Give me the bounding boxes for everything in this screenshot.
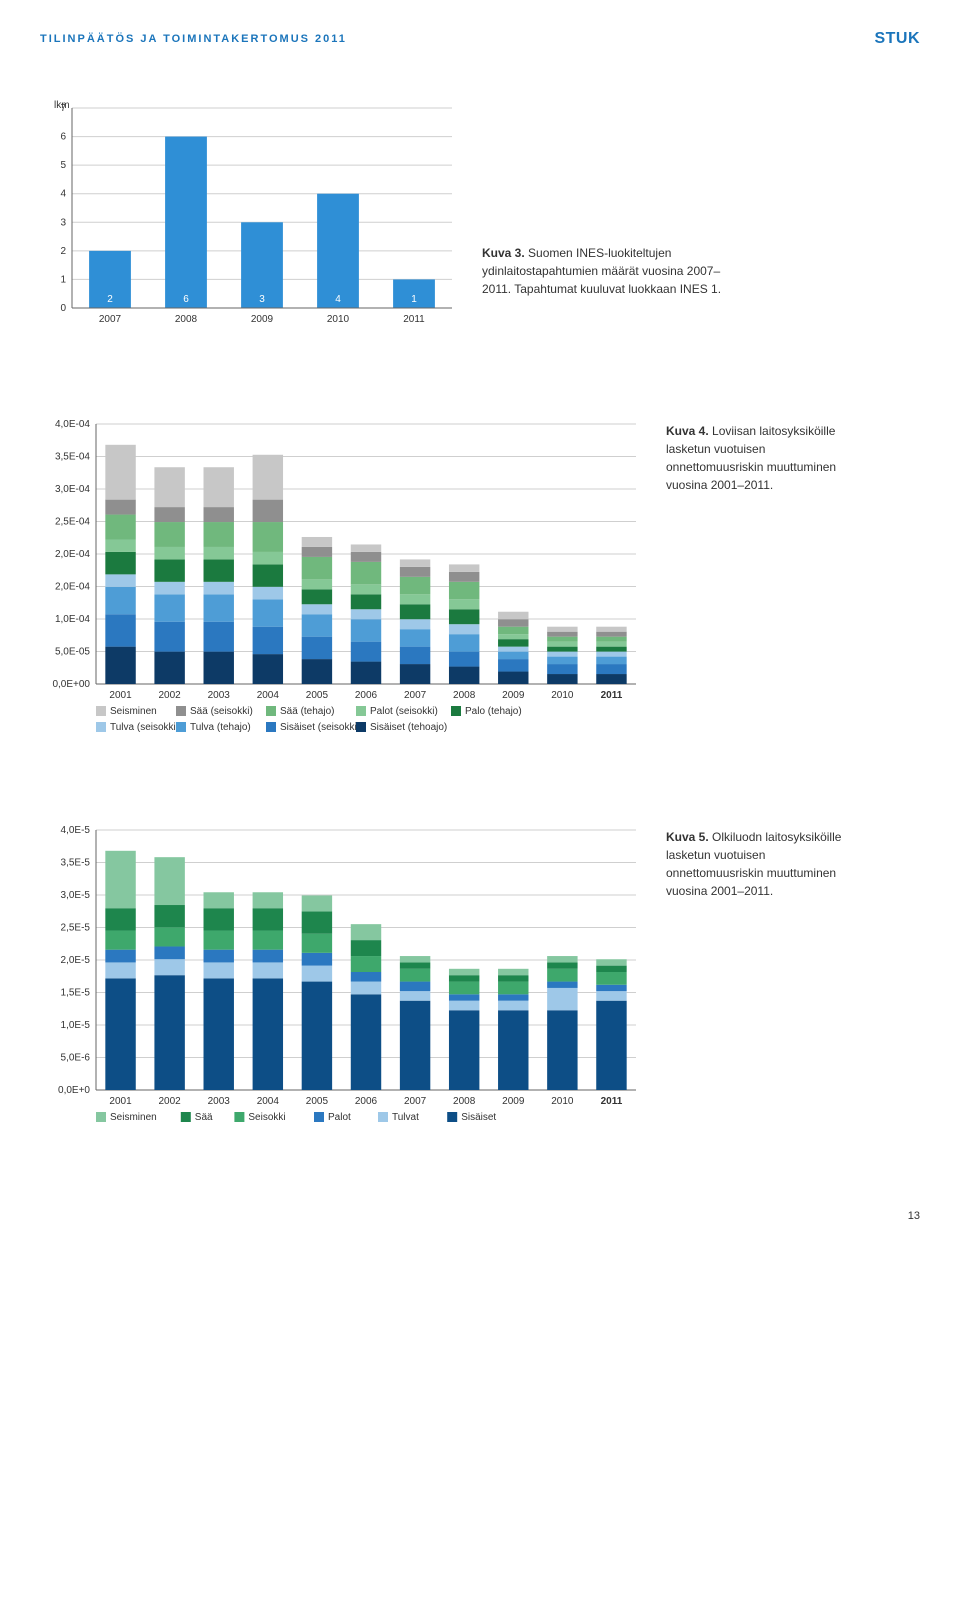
svg-text:2008: 2008 [175,314,198,325]
svg-text:Sisäiset (tehoajo): Sisäiset (tehoajo) [370,722,447,733]
svg-text:Seisminen: Seisminen [110,706,157,717]
chart2-caption-title: Kuva 4. [666,424,709,438]
svg-text:5,0E-05: 5,0E-05 [55,647,90,658]
svg-text:5,0E-6: 5,0E-6 [61,1053,91,1064]
svg-text:0,0E+00: 0,0E+00 [52,679,90,690]
svg-text:6: 6 [183,294,189,305]
svg-text:1: 1 [411,294,417,305]
svg-text:2005: 2005 [306,690,329,701]
svg-text:2003: 2003 [208,1096,231,1107]
svg-text:2004: 2004 [257,1096,280,1107]
svg-text:Palo (tehajo): Palo (tehajo) [465,706,522,717]
svg-text:2006: 2006 [355,690,378,701]
svg-text:2003: 2003 [208,690,231,701]
svg-text:2,0E-04: 2,0E-04 [55,549,90,560]
svg-text:5: 5 [60,160,66,171]
svg-text:Palot (seisokki): Palot (seisokki) [370,706,438,717]
svg-text:Sää (seisokki): Sää (seisokki) [190,706,253,717]
svg-text:2007: 2007 [404,690,427,701]
svg-text:3: 3 [60,217,66,228]
svg-text:2006: 2006 [355,1096,378,1107]
svg-text:2007: 2007 [404,1096,427,1107]
svg-text:2010: 2010 [551,690,574,701]
svg-text:2,5E-04: 2,5E-04 [55,517,90,528]
page-number: 13 [40,1210,920,1222]
svg-text:Seisokki: Seisokki [248,1112,285,1123]
svg-text:3,5E-5: 3,5E-5 [61,858,91,869]
chart1: lkm012345672200762008320094201012011 [40,98,462,338]
svg-text:2008: 2008 [453,690,476,701]
page-header: TILINPÄÄTÖS JA TOIMINTAKERTOMUS 2011 STU… [40,30,920,48]
chart2: 0,0E+00 5,0E-05 1,0E-04 2,0E-04 2,0E-04 2,5E-… [40,418,646,744]
svg-text:4: 4 [60,189,66,200]
svg-text:2002: 2002 [159,1096,182,1107]
svg-text:2,0E-04: 2,0E-04 [55,582,90,593]
svg-text:2: 2 [107,294,113,305]
svg-text:Tulvat: Tulvat [392,1112,419,1123]
svg-text:0: 0 [60,303,66,314]
svg-text:2010: 2010 [551,1096,574,1107]
svg-text:4,0E-04: 4,0E-04 [55,419,90,430]
svg-text:1: 1 [60,274,66,285]
svg-text:1,5E-5: 1,5E-5 [61,988,91,999]
chart3-caption: Kuva 5. Olkiluodn laitosyksiköille laske… [666,824,866,1130]
svg-text:2009: 2009 [251,314,274,325]
svg-text:2002: 2002 [159,690,182,701]
chart1-caption-title: Kuva 3. [482,246,525,260]
svg-text:Palot: Palot [328,1112,351,1123]
svg-text:2: 2 [60,246,66,257]
svg-text:3,0E-5: 3,0E-5 [61,890,91,901]
svg-text:3,0E-04: 3,0E-04 [55,484,90,495]
svg-text:Tulva (seisokki): Tulva (seisokki) [110,722,179,733]
svg-text:2011: 2011 [601,690,623,701]
doc-title: TILINPÄÄTÖS JA TOIMINTAKERTOMUS 2011 [40,33,347,45]
svg-text:0,0E+0: 0,0E+0 [58,1085,90,1096]
chart1-block: lkm012345672200762008320094201012011 Kuv… [40,98,920,338]
stuk-logo: STUK [874,30,920,48]
svg-text:Sää (tehajo): Sää (tehajo) [280,706,334,717]
svg-text:2,5E-5: 2,5E-5 [61,923,91,934]
svg-text:7: 7 [60,103,66,114]
svg-text:2001: 2001 [109,690,132,701]
svg-text:2009: 2009 [502,690,525,701]
svg-text:2,0E-5: 2,0E-5 [61,955,91,966]
chart3-block: 0,0E+0 5,0E-6 1,0E-5 1,5E-5 2,0E-5 2,5E-5 3,0E… [40,824,920,1130]
svg-text:2008: 2008 [453,1096,476,1107]
svg-text:2011: 2011 [601,1096,623,1107]
svg-text:2004: 2004 [257,690,280,701]
svg-text:3,5E-04: 3,5E-04 [55,452,90,463]
chart2-block: 0,0E+00 5,0E-05 1,0E-04 2,0E-04 2,0E-04 2,5E-… [40,418,920,744]
chart2-caption: Kuva 4. Loviisan laitosyksiköille lasket… [666,418,866,744]
svg-text:Tulva (tehajo): Tulva (tehajo) [190,722,251,733]
chart3: 0,0E+0 5,0E-6 1,0E-5 1,5E-5 2,0E-5 2,5E-5 3,0E… [40,824,646,1130]
svg-text:2010: 2010 [327,314,350,325]
svg-text:2011: 2011 [403,314,425,325]
svg-text:Sää: Sää [195,1112,213,1123]
svg-text:2001: 2001 [109,1096,132,1107]
svg-text:Seisminen: Seisminen [110,1112,157,1123]
svg-text:Sisäiset (seisokki): Sisäiset (seisokki) [280,722,360,733]
svg-text:4: 4 [335,294,341,305]
chart3-caption-title: Kuva 5. [666,830,709,844]
svg-text:6: 6 [60,132,66,143]
svg-text:4,0E-5: 4,0E-5 [61,825,91,836]
svg-text:1,0E-04: 1,0E-04 [55,614,90,625]
svg-text:2005: 2005 [306,1096,329,1107]
svg-text:Sisäiset: Sisäiset [461,1112,496,1123]
svg-text:2009: 2009 [502,1096,525,1107]
chart1-caption: Kuva 3. Suomen INES-luokiteltujen ydinla… [482,244,742,338]
svg-text:1,0E-5: 1,0E-5 [61,1020,91,1031]
svg-text:3: 3 [259,294,265,305]
svg-text:2007: 2007 [99,314,122,325]
